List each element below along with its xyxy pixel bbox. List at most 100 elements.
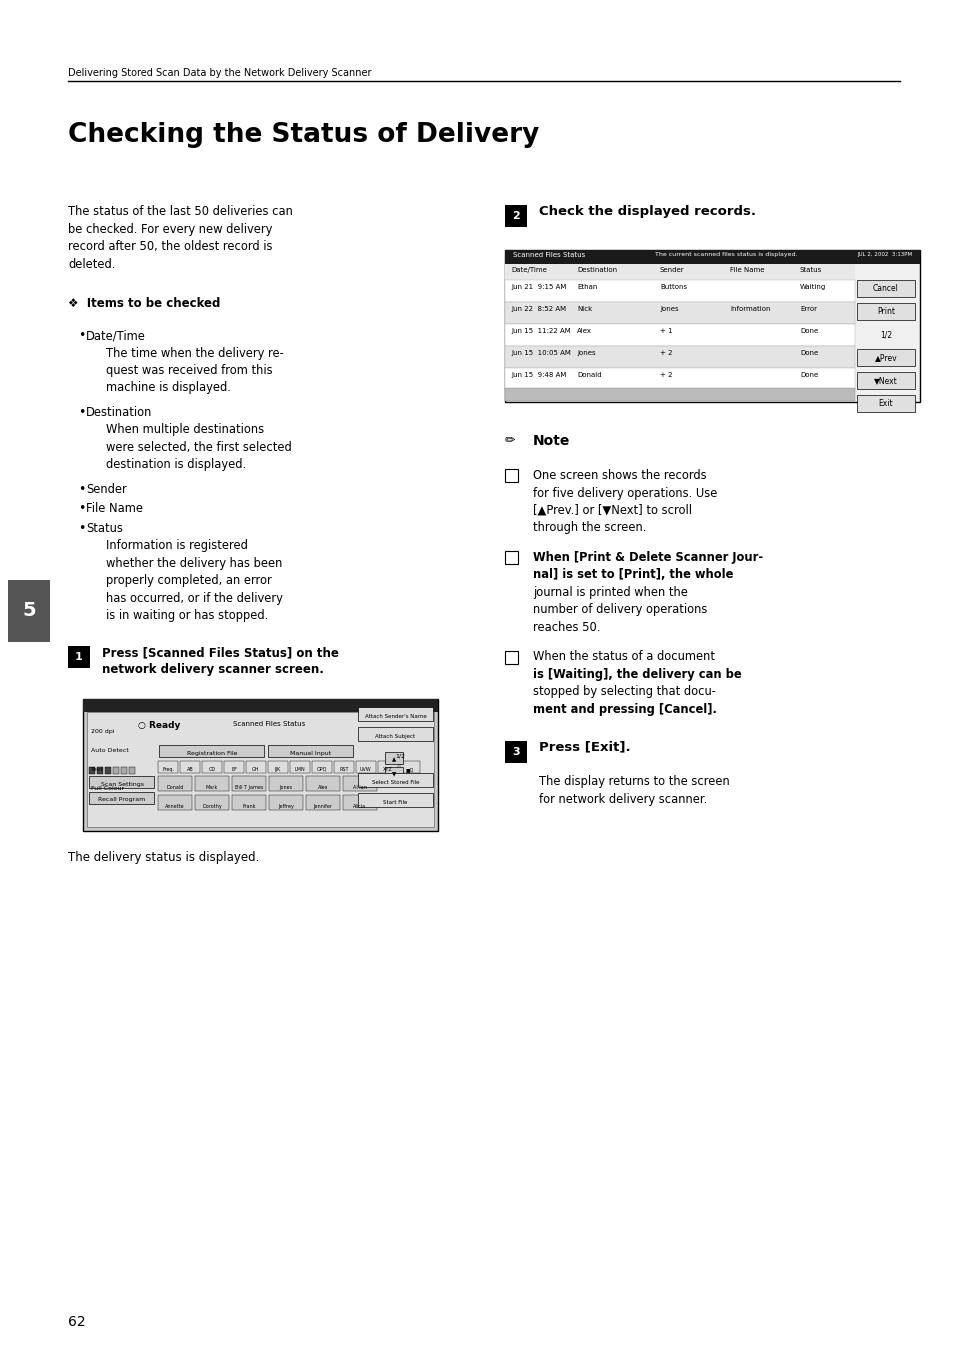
Text: has occurred, or if the delivery: has occurred, or if the delivery xyxy=(106,592,283,605)
Text: UVW: UVW xyxy=(359,767,372,771)
Text: When the status of a document: When the status of a document xyxy=(533,650,714,663)
FancyBboxPatch shape xyxy=(343,794,376,811)
FancyBboxPatch shape xyxy=(357,793,433,807)
FancyBboxPatch shape xyxy=(121,767,127,774)
FancyBboxPatch shape xyxy=(180,761,200,773)
FancyBboxPatch shape xyxy=(97,767,103,774)
FancyBboxPatch shape xyxy=(504,205,526,227)
Text: Print: Print xyxy=(876,307,894,316)
Text: machine is displayed.: machine is displayed. xyxy=(106,381,231,394)
FancyBboxPatch shape xyxy=(159,744,264,757)
Text: Jones: Jones xyxy=(279,785,293,790)
Text: whether the delivery has been: whether the delivery has been xyxy=(106,557,282,570)
FancyBboxPatch shape xyxy=(268,761,288,773)
Text: nal] is set to [Print], the whole: nal] is set to [Print], the whole xyxy=(533,569,733,581)
FancyBboxPatch shape xyxy=(194,775,229,790)
Text: Destination: Destination xyxy=(577,267,617,273)
FancyBboxPatch shape xyxy=(504,250,919,263)
FancyBboxPatch shape xyxy=(504,263,854,280)
FancyBboxPatch shape xyxy=(856,303,914,320)
Text: Text: Text xyxy=(91,767,104,771)
Text: deleted.: deleted. xyxy=(68,258,115,270)
Text: Donald: Donald xyxy=(577,372,601,378)
Text: Jun 15  10:05 AM: Jun 15 10:05 AM xyxy=(511,350,570,357)
Text: Exit: Exit xyxy=(878,399,892,408)
Text: Check the displayed records.: Check the displayed records. xyxy=(538,205,755,218)
Text: + 2: + 2 xyxy=(659,350,672,357)
Text: Full Colour: Full Colour xyxy=(91,786,124,790)
Text: journal is printed when the: journal is printed when the xyxy=(533,586,687,598)
Text: + 1: + 1 xyxy=(659,328,672,334)
Text: AB: AB xyxy=(187,767,193,771)
FancyBboxPatch shape xyxy=(158,794,192,811)
Text: were selected, the first selected: were selected, the first selected xyxy=(106,440,292,454)
Text: •: • xyxy=(78,330,85,342)
Text: quest was received from this: quest was received from this xyxy=(106,363,273,377)
Text: GH: GH xyxy=(252,767,259,771)
Text: Jun 15  11:22 AM: Jun 15 11:22 AM xyxy=(511,328,570,334)
FancyBboxPatch shape xyxy=(83,698,437,831)
FancyBboxPatch shape xyxy=(343,775,376,790)
FancyBboxPatch shape xyxy=(504,740,526,762)
FancyBboxPatch shape xyxy=(68,646,90,667)
FancyBboxPatch shape xyxy=(334,761,354,773)
FancyBboxPatch shape xyxy=(158,775,192,790)
Text: File Name: File Name xyxy=(86,503,143,516)
Text: Al Ian: Al Ian xyxy=(353,785,367,790)
Text: Jones: Jones xyxy=(577,350,595,357)
Text: Freq.: Freq. xyxy=(162,767,173,771)
Text: Checking the Status of Delivery: Checking the Status of Delivery xyxy=(68,122,538,149)
FancyBboxPatch shape xyxy=(856,394,914,412)
Text: Jun 22  8:52 AM: Jun 22 8:52 AM xyxy=(511,305,565,312)
FancyBboxPatch shape xyxy=(89,767,95,774)
FancyBboxPatch shape xyxy=(377,761,397,773)
Text: ❖  Items to be checked: ❖ Items to be checked xyxy=(68,297,220,309)
Text: CD: CD xyxy=(208,767,215,771)
FancyBboxPatch shape xyxy=(504,303,854,324)
FancyBboxPatch shape xyxy=(357,727,433,740)
Text: Dorothy: Dorothy xyxy=(202,804,222,809)
Text: Annette: Annette xyxy=(165,804,185,809)
Text: network delivery scanner screen.: network delivery scanner screen. xyxy=(102,663,323,677)
Text: ▲: ▲ xyxy=(392,757,395,762)
Text: destination is displayed.: destination is displayed. xyxy=(106,458,246,471)
Text: IJK: IJK xyxy=(274,767,281,771)
Text: •: • xyxy=(78,407,85,419)
Text: Registration File: Registration File xyxy=(187,751,237,757)
Text: 1/2: 1/2 xyxy=(879,330,891,339)
FancyBboxPatch shape xyxy=(246,761,266,773)
Text: ■Q: ■Q xyxy=(405,767,414,771)
Text: 2: 2 xyxy=(512,211,519,222)
Text: [▲Prev.] or [▼Next] to scroll: [▲Prev.] or [▼Next] to scroll xyxy=(533,504,691,517)
FancyBboxPatch shape xyxy=(504,324,854,346)
Text: Bill T James: Bill T James xyxy=(234,785,263,790)
Text: The display returns to the screen: The display returns to the screen xyxy=(538,775,729,789)
FancyBboxPatch shape xyxy=(269,775,303,790)
Text: Press [Scanned Files Status] on the: Press [Scanned Files Status] on the xyxy=(102,646,338,659)
Text: Jun 21  9:15 AM: Jun 21 9:15 AM xyxy=(511,284,566,290)
FancyBboxPatch shape xyxy=(504,367,854,390)
Text: ment and pressing [Cancel].: ment and pressing [Cancel]. xyxy=(533,703,716,716)
Text: 1/2: 1/2 xyxy=(395,754,405,759)
FancyBboxPatch shape xyxy=(856,372,914,389)
FancyBboxPatch shape xyxy=(385,753,402,765)
Text: Sender: Sender xyxy=(86,484,127,496)
Text: Done: Done xyxy=(800,350,818,357)
FancyBboxPatch shape xyxy=(89,775,153,788)
Text: Ethan: Ethan xyxy=(577,284,597,290)
Text: 3: 3 xyxy=(512,747,519,757)
Text: Select Stored File: Select Stored File xyxy=(372,780,418,785)
Text: Buttons: Buttons xyxy=(659,284,686,290)
FancyBboxPatch shape xyxy=(87,712,434,827)
Text: Scanned Files Status: Scanned Files Status xyxy=(233,721,305,727)
Text: JUL 2, 2002  3:13PM: JUL 2, 2002 3:13PM xyxy=(856,253,911,257)
Text: Error: Error xyxy=(800,305,816,312)
Text: LMN: LMN xyxy=(294,767,305,771)
Text: Date/Time: Date/Time xyxy=(511,267,546,273)
Text: Frank: Frank xyxy=(242,804,255,809)
Text: through the screen.: through the screen. xyxy=(533,521,646,535)
Text: Recall Program: Recall Program xyxy=(98,797,146,802)
FancyBboxPatch shape xyxy=(357,773,433,788)
Text: •: • xyxy=(78,484,85,496)
FancyBboxPatch shape xyxy=(357,707,433,721)
